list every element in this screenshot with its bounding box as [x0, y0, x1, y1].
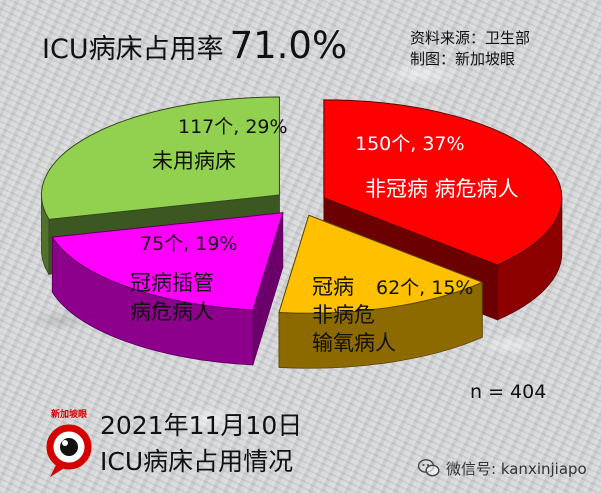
pie-slice-covid-oxygen [278, 214, 484, 369]
subtitle-label: ICU病床占用情况 [100, 447, 294, 476]
pie-slice-covid-intubated [51, 212, 284, 366]
slice-value-label-covid-intubated: 75个, 19% [140, 233, 238, 255]
slice-value-label-non-covid-critical: 150个, 37% [355, 133, 465, 155]
source-credits: 资料来源：卫生部 制图：新加坡眼 [410, 28, 530, 70]
title-percentage: 71.0% [229, 24, 348, 67]
pie-slice-top-non-covid-critical [323, 99, 563, 266]
logo: 新加坡眼 [38, 407, 100, 479]
title-text: ICU病床占用率 [42, 34, 224, 65]
eye-logo-icon [46, 424, 92, 477]
slice-name-label-covid-oxygen-1: 非病危 [312, 303, 375, 327]
pie-slice-top-covid-oxygen [278, 214, 484, 314]
wechat-icon [418, 459, 440, 477]
pie-slice-top-unused-beds [40, 96, 280, 220]
source-text: 资料来源：卫生部 [410, 29, 531, 47]
pie-slices [40, 96, 563, 369]
slice-name-label-covid-intubated-1: 病危病人 [130, 300, 214, 324]
slice-name-label-unused-beds-0: 未用病床 [152, 149, 236, 173]
chart-title: ICU病床占用率 71.0% [42, 24, 347, 67]
made-by-text: 制图：新加坡眼 [410, 50, 516, 68]
slice-value-label-covid-oxygen: 62个, 15% [376, 277, 474, 299]
wechat-watermark: 微信号: kanxinjiapo [418, 456, 587, 480]
slice-name-label-covid-intubated-0: 冠病插管 [130, 271, 214, 295]
pie-slice-top-covid-intubated [51, 212, 284, 311]
slice-name-label-covid-oxygen-0: 冠病 [312, 275, 354, 299]
slice-name-label-covid-oxygen-2: 输氧病人 [312, 331, 396, 355]
slice-value-label-unused-beds: 117个, 29% [178, 116, 288, 138]
logo-text: 新加坡眼 [50, 410, 87, 420]
sample-size-label: n = 404 [470, 381, 547, 403]
slice-name-label-non-covid-critical-0: 非冠病 病危病人 [365, 177, 519, 201]
date-label: 2021年11月10日 [100, 411, 303, 440]
watermark-text: 微信号: kanxinjiapo [446, 459, 587, 478]
